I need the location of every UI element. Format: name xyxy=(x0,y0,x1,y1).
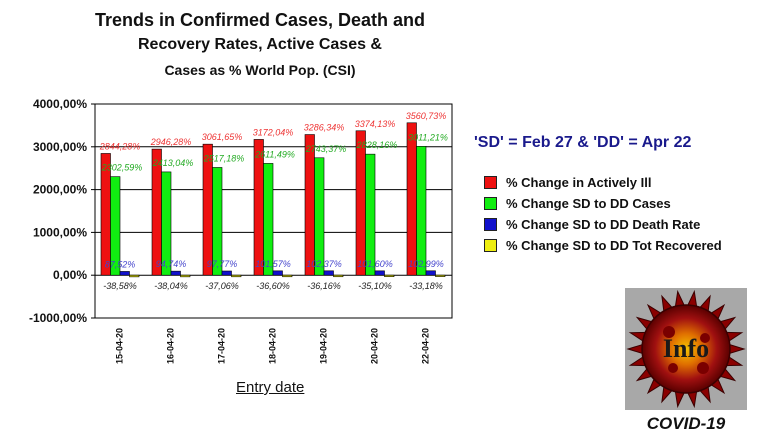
x-axis-label: Entry date xyxy=(236,379,305,396)
data-label: 101,60% xyxy=(357,259,393,269)
data-label: 87,52% xyxy=(105,259,136,269)
bar xyxy=(272,270,283,276)
bar xyxy=(425,270,436,276)
data-label: 3286,34% xyxy=(304,123,345,133)
chart-title-line-2: Recovery Rates, Active Cases & xyxy=(138,36,382,53)
bar xyxy=(323,270,334,276)
data-label: -33,18% xyxy=(409,281,443,291)
data-label: -36,16% xyxy=(307,281,341,291)
legend-label: % Change SD to DD Tot Recovered xyxy=(506,238,722,253)
data-label: -36,60% xyxy=(256,281,290,291)
data-label: -35,10% xyxy=(358,281,392,291)
data-label: 2517,18% xyxy=(203,153,245,163)
bar xyxy=(435,274,446,277)
chart-title-line-1: Trends in Confirmed Cases, Death and xyxy=(94,10,426,30)
x-tick-label: 15-04-20 xyxy=(114,328,124,364)
bar xyxy=(384,274,395,278)
y-tick-label: 4000,00% xyxy=(33,97,87,111)
y-tick-label: 0,00% xyxy=(53,268,87,282)
data-label: 3011,21% xyxy=(408,132,448,142)
bar xyxy=(282,274,293,278)
legend-swatch xyxy=(484,218,497,231)
bar xyxy=(212,167,223,276)
data-label: 97,77% xyxy=(207,259,238,269)
legend-item-death-rate: % Change SD to DD Death Rate xyxy=(484,214,722,235)
legend-label: % Change in Actively Ill xyxy=(506,175,652,190)
bar xyxy=(416,146,427,276)
virus-icon: Info xyxy=(626,289,746,409)
data-label: 2844,28% xyxy=(99,141,141,151)
legend-item-tot-recovered: % Change SD to DD Tot Recovered xyxy=(484,235,722,256)
date-range-annotation: 'SD' = Feb 27 & 'DD' = Apr 22 xyxy=(474,134,692,151)
legend-swatch xyxy=(484,176,497,189)
data-label: 3061,65% xyxy=(202,132,243,142)
x-tick-label: 18-04-20 xyxy=(267,328,277,364)
x-tick-label: 17-04-20 xyxy=(216,328,226,364)
bar xyxy=(263,163,274,276)
bar xyxy=(374,270,385,276)
x-tick-label: 20-04-20 xyxy=(369,328,379,364)
legend-swatch xyxy=(484,239,497,252)
data-label: -38,04% xyxy=(154,281,188,291)
data-label: 3560,73% xyxy=(406,111,447,121)
bar xyxy=(253,139,264,276)
bar xyxy=(119,271,130,276)
data-label: -37,06% xyxy=(205,281,239,291)
chart-legend: % Change in Actively Ill % Change SD to … xyxy=(484,172,722,256)
bar xyxy=(406,122,417,276)
data-label: 2302,59% xyxy=(101,163,143,173)
data-label: 2743,37% xyxy=(305,144,347,154)
data-label: 3374,13% xyxy=(355,119,396,129)
y-tick-label: 3000,00% xyxy=(33,140,87,154)
bar xyxy=(110,176,121,276)
bar xyxy=(161,171,172,276)
y-tick-label: 1000,00% xyxy=(33,225,87,239)
bar xyxy=(202,143,213,276)
data-label: 2611,49% xyxy=(254,149,295,159)
logo-text: Info xyxy=(663,334,709,363)
data-label: 101,57% xyxy=(255,259,291,269)
legend-label: % Change SD to DD Death Rate xyxy=(506,217,701,232)
bar xyxy=(170,270,181,276)
bar xyxy=(365,153,376,276)
data-label: 2413,04% xyxy=(152,158,194,168)
legend-swatch xyxy=(484,197,497,210)
x-tick-label: 22-04-20 xyxy=(420,328,430,364)
data-label: -38,58% xyxy=(103,281,137,291)
x-tick-label: 19-04-20 xyxy=(318,328,328,364)
bar xyxy=(221,270,232,276)
data-label: 3172,04% xyxy=(253,127,294,137)
data-label: 2946,28% xyxy=(150,137,192,147)
data-label: 94,74% xyxy=(156,259,187,269)
bar xyxy=(314,157,325,276)
covid-info-logo: Info xyxy=(625,288,747,410)
bar xyxy=(231,274,242,278)
legend-label: % Change SD to DD Cases xyxy=(506,196,671,211)
bar xyxy=(129,274,140,278)
data-label: 102,99% xyxy=(408,259,444,269)
chart-title-line-3: Cases as % World Pop. (CSI) xyxy=(164,62,356,78)
legend-item-cases: % Change SD to DD Cases xyxy=(484,193,722,214)
logo-caption: COVID-19 xyxy=(646,414,726,433)
y-tick-label: 2000,00% xyxy=(33,183,87,197)
bar xyxy=(304,134,315,276)
data-label: 2828,16% xyxy=(356,140,398,150)
data-label: 102,37% xyxy=(306,259,342,269)
bar xyxy=(151,148,162,276)
bar xyxy=(180,274,191,278)
bar xyxy=(333,274,344,278)
y-tick-label: -1000,00% xyxy=(29,311,87,325)
bar xyxy=(355,130,366,276)
x-tick-label: 16-04-20 xyxy=(165,328,175,364)
legend-item-actively-ill: % Change in Actively Ill xyxy=(484,172,722,193)
